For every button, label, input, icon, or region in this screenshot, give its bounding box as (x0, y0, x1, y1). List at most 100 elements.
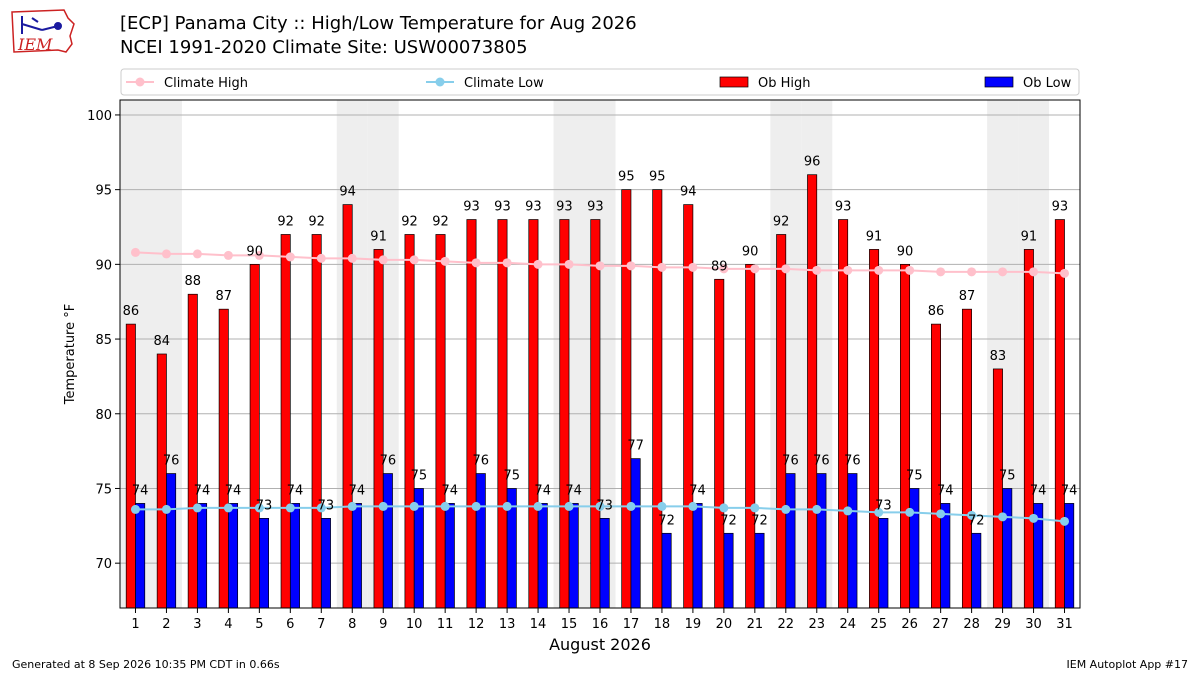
climate-low-point (781, 504, 791, 514)
ob-high-bar (961, 308, 972, 609)
climate-low-point (874, 507, 884, 517)
ob-high-label: 93 (463, 200, 480, 215)
x-tick-label: 30 (1025, 617, 1042, 632)
chart-subtitle: NCEI 1991-2020 Climate Site: USW00073805 (120, 37, 528, 58)
ob-low-bar (475, 473, 486, 609)
ob-low-bar (1002, 488, 1013, 609)
x-tick-label: 6 (286, 617, 294, 632)
ob-high-label: 92 (277, 214, 294, 229)
ob-high-bar (776, 234, 787, 609)
ob-low-bar (599, 518, 610, 609)
x-tick-label: 17 (623, 617, 640, 632)
bars-layer (125, 174, 1075, 609)
ob-low-label: 72 (658, 513, 675, 528)
climate-high-point (874, 265, 884, 275)
x-tick-label: 26 (901, 617, 918, 632)
ob-low-label: 73 (596, 498, 613, 513)
generated-footer: Generated at 8 Sep 2026 10:35 PM CDT in … (12, 658, 280, 671)
climate-high-point (1060, 268, 1070, 278)
climate-high-point (347, 253, 357, 263)
climate-low-point (192, 503, 202, 513)
climate-low-point (502, 501, 512, 511)
climate-low-point (626, 501, 636, 511)
climate-high-point (254, 250, 264, 260)
ob-high-label: 90 (897, 244, 914, 259)
ob-low-bar (259, 518, 269, 609)
x-tick-label: 2 (162, 617, 170, 632)
ob-high-label: 91 (370, 229, 387, 244)
ob-high-bar (466, 219, 477, 609)
climate-lines (130, 247, 1070, 526)
ob-high-label: 93 (835, 200, 852, 215)
x-tick-label: 4 (224, 617, 232, 632)
climate-high-point (998, 267, 1008, 277)
ob-high-bar (621, 189, 632, 609)
app-footer: IEM Autoplot App #17 (1066, 658, 1189, 671)
climate-high-point (595, 261, 605, 271)
climate-low-point (316, 503, 326, 513)
ob-high-label: 84 (154, 334, 171, 349)
ob-high-label: 94 (680, 185, 697, 200)
ob-low-bar (723, 532, 734, 609)
ob-high-bar (1023, 249, 1034, 609)
climate-high-point (905, 265, 915, 275)
ob-low-label: 74 (534, 483, 551, 498)
ob-low-label: 74 (132, 483, 149, 498)
ob-high-bar (869, 249, 880, 609)
ob-low-label: 72 (968, 513, 985, 528)
ob-high-bar (652, 189, 663, 609)
legend-patch-swatch (719, 76, 749, 88)
x-tick-label: 20 (716, 617, 733, 632)
y-tick-label: 75 (95, 482, 112, 497)
climate-high-point (967, 267, 977, 277)
ob-high-bar (931, 323, 941, 609)
x-tick-label: 23 (809, 617, 826, 632)
x-tick-label: 1 (131, 617, 139, 632)
ob-low-bar (382, 473, 393, 609)
logo-text: IEM (17, 35, 53, 54)
y-tick-label: 70 (95, 557, 112, 572)
legend-label: Climate Low (464, 76, 544, 91)
ob-low-bar (940, 503, 951, 609)
y-tick-label: 85 (95, 333, 112, 348)
climate-low-point (254, 503, 264, 513)
climate-low-point (936, 509, 946, 519)
climate-low-point (905, 507, 915, 517)
ob-high-label: 90 (742, 244, 759, 259)
legend-marker (135, 77, 145, 87)
x-tick-label: 14 (530, 617, 547, 632)
x-tick-label: 9 (379, 617, 387, 632)
y-tick-label: 100 (87, 109, 112, 124)
x-tick-label: 28 (963, 617, 980, 632)
ob-high-label: 93 (587, 200, 604, 215)
ob-low-bar (228, 503, 239, 609)
ob-high-bar (1054, 219, 1065, 609)
x-tick-label: 21 (747, 617, 764, 632)
climate-low-point (1029, 513, 1039, 523)
ob-high-label: 92 (401, 214, 418, 229)
ob-low-bar (320, 518, 331, 609)
ob-low-label: 73 (256, 498, 273, 513)
climate-high-point (471, 258, 481, 268)
climate-high-point (812, 265, 822, 275)
x-tick-label: 12 (468, 617, 485, 632)
ob-low-label: 75 (906, 468, 923, 483)
ob-low-bar (754, 532, 765, 609)
ob-high-bar (311, 234, 322, 609)
ob-high-bar (807, 174, 818, 609)
climate-high-point (409, 255, 419, 265)
ob-high-label: 92 (308, 214, 325, 229)
ob-low-label: 76 (844, 454, 861, 469)
ob-low-label: 76 (782, 454, 799, 469)
ob-low-label: 74 (194, 483, 211, 498)
climate-low-point (161, 504, 171, 514)
weather-station-icon (21, 16, 62, 34)
ob-low-label: 76 (473, 454, 490, 469)
ob-low-bar (878, 518, 889, 609)
ob-high-label: 86 (123, 304, 140, 319)
climate-low-point (223, 503, 233, 513)
climate-low-point (967, 510, 977, 520)
y-axis: 70 75 80 85 90 95 100 (87, 109, 120, 572)
legend-patch-swatch (984, 76, 1014, 88)
